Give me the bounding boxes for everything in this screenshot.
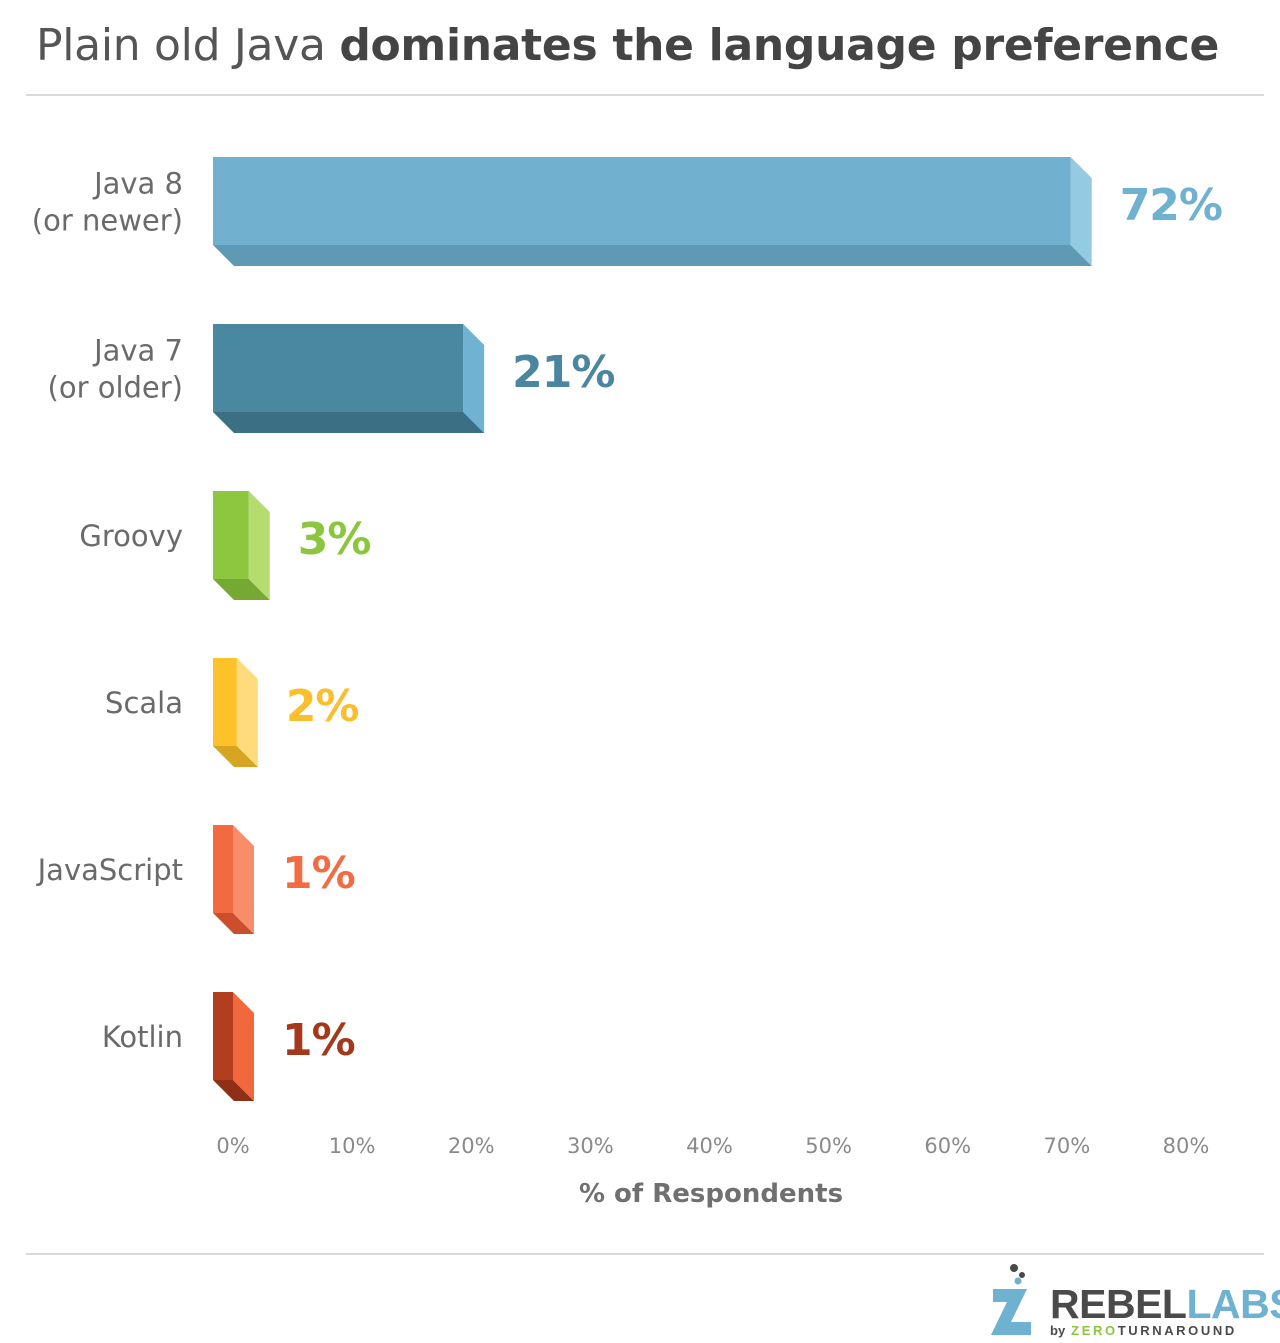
bar-bottom-face — [213, 913, 254, 934]
bar-front-face — [213, 825, 233, 913]
logo-turnaround-text: TURNAROUND — [1117, 1323, 1237, 1338]
bar-1 — [213, 157, 1092, 266]
rebellabs-logo — [991, 1264, 1031, 1335]
bar-value-label: 1% — [282, 848, 355, 899]
chart-title-bold: dominates the language preference — [339, 20, 1220, 71]
bar-front-face — [213, 157, 1071, 245]
x-tick-label: 80% — [1163, 1134, 1210, 1158]
bar-value-label: 3% — [298, 514, 371, 565]
bar-5 — [213, 825, 254, 934]
bar-front-face — [213, 324, 464, 412]
x-tick-label: 0% — [216, 1134, 249, 1158]
category-label: (or newer) — [32, 204, 183, 238]
x-tick-label: 60% — [924, 1134, 971, 1158]
bar-bottom-face — [213, 1080, 254, 1101]
top-divider — [26, 94, 1264, 96]
bar-front-face — [213, 491, 249, 579]
bar-side-face — [248, 491, 270, 600]
bar-bottom-face — [213, 245, 1092, 266]
logo-rebel-text: REBEL — [1050, 1281, 1187, 1327]
bottom-divider — [26, 1253, 1264, 1255]
x-tick-label: 70% — [1044, 1134, 1091, 1158]
bar-4 — [213, 658, 258, 767]
bar-3 — [213, 491, 270, 600]
logo-byline: by ZEROTURNAROUND — [1050, 1323, 1237, 1339]
x-tick-label: 40% — [686, 1134, 733, 1158]
x-tick-label: 20% — [448, 1134, 495, 1158]
bar-chart: 72% 21% 3% 2% 1% 1% Java 8(or newer) Java 7(or … — [32, 157, 1223, 1209]
bar-value-label: 72% — [1120, 180, 1222, 231]
category-label: (or older) — [48, 371, 183, 405]
bar-side-face — [236, 658, 258, 767]
x-tick-label: 30% — [567, 1134, 614, 1158]
bar-side-face — [233, 992, 254, 1101]
category-label: Scala — [105, 686, 183, 720]
bar-6 — [213, 992, 254, 1101]
category-label: Java 7 — [92, 334, 183, 368]
category-label: Java 8 — [92, 167, 183, 201]
chart-title: Plain old Java dominates the language pr… — [36, 18, 1219, 74]
x-axis-label: % of Respondents — [579, 1179, 843, 1209]
x-tick-label: 10% — [329, 1134, 376, 1158]
logo-by-text: by — [1050, 1323, 1066, 1338]
chart-title-light: Plain old Java — [36, 20, 326, 71]
bar-front-face — [213, 992, 233, 1080]
x-tick-label: 50% — [805, 1134, 852, 1158]
logo-labs-text: LABS — [1186, 1281, 1280, 1327]
bar-side-face — [1070, 157, 1092, 266]
bar-value-label: 2% — [286, 681, 359, 732]
category-label: JavaScript — [36, 853, 183, 887]
bar-value-label: 1% — [282, 1015, 355, 1066]
logo-zero-text: ZERO — [1071, 1323, 1118, 1338]
category-label: Groovy — [79, 519, 183, 553]
bar-front-face — [213, 658, 237, 746]
bar-2 — [213, 324, 485, 433]
bar-side-face — [463, 324, 485, 433]
bar-side-face — [233, 825, 254, 934]
bar-bottom-face — [213, 412, 485, 433]
bar-bottom-face — [213, 579, 270, 600]
bar-value-label: 21% — [512, 347, 614, 398]
logo-wordmark: REBELLABS — [1050, 1282, 1280, 1326]
category-label: Kotlin — [102, 1020, 183, 1054]
bar-bottom-face — [213, 746, 258, 767]
